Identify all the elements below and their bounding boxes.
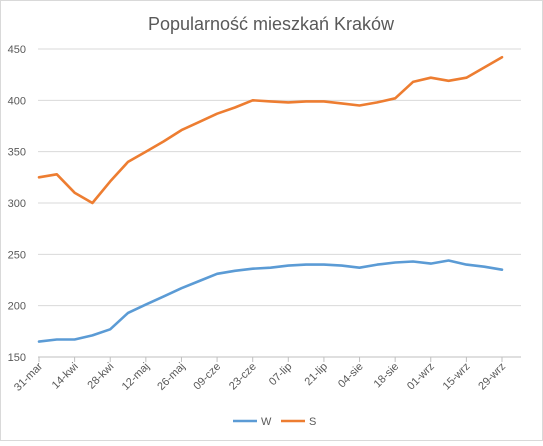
y-tick-label: 200 [8, 301, 26, 313]
y-tick-label: 350 [8, 147, 26, 159]
y-tick-label: 400 [8, 95, 26, 107]
legend-label-w: W [261, 416, 272, 428]
series-line-s [37, 55, 504, 205]
y-tick-label: 450 [8, 44, 26, 56]
y-tick-label: 150 [8, 352, 26, 364]
series-lines [37, 55, 504, 343]
y-tick-label: 250 [8, 249, 26, 261]
series-line-w [37, 259, 504, 343]
y-tick-label: 300 [8, 198, 26, 210]
x-axis [38, 356, 521, 362]
gridlines [38, 48, 521, 307]
y-axis-ticks: 150 200 250 300 350 400 450 [8, 44, 26, 364]
legend-label-s: S [309, 416, 316, 428]
chart-title: Popularność mieszkań Kraków [148, 14, 395, 34]
